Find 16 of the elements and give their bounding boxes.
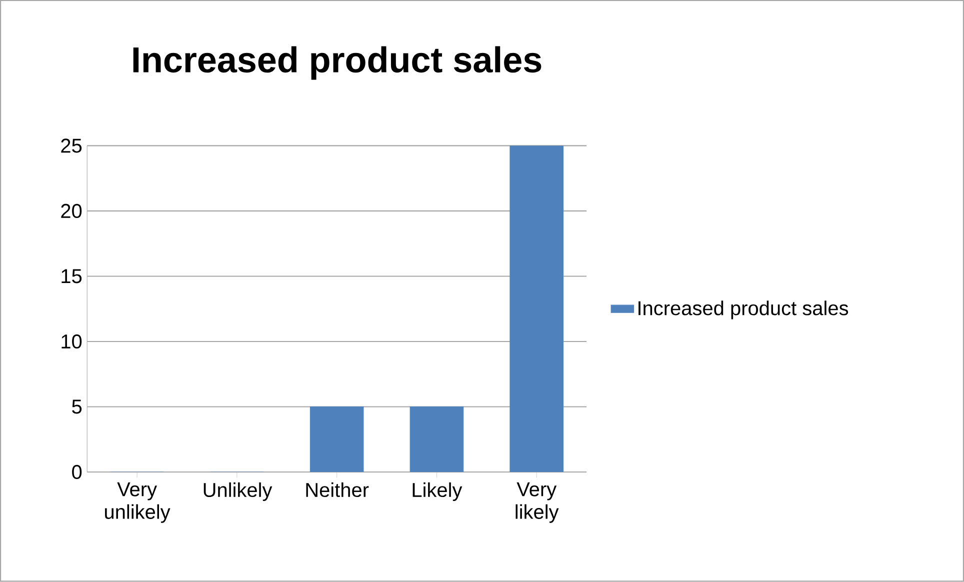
- y-tick-label: 25: [61, 138, 82, 153]
- y-tick-label: 0: [72, 465, 82, 480]
- bar: [410, 406, 464, 472]
- x-tick-label: Very unlikely: [105, 482, 170, 524]
- x-tick-label: Neither: [306, 482, 369, 498]
- y-tick-label: 15: [62, 269, 82, 284]
- legend-label: Increased product sales: [638, 300, 848, 320]
- x-tick-label: Unlikely: [204, 482, 272, 502]
- x-tick-label: Very likely: [516, 482, 559, 524]
- chart-title: Increased product sales: [133, 46, 542, 80]
- x-tick-label: Likely: [412, 482, 462, 502]
- y-tick-label: 20: [61, 204, 82, 218]
- y-tick-label: 5: [72, 400, 82, 414]
- bar: [510, 146, 564, 472]
- y-tick-label: 10: [62, 334, 82, 349]
- bar: [310, 406, 364, 472]
